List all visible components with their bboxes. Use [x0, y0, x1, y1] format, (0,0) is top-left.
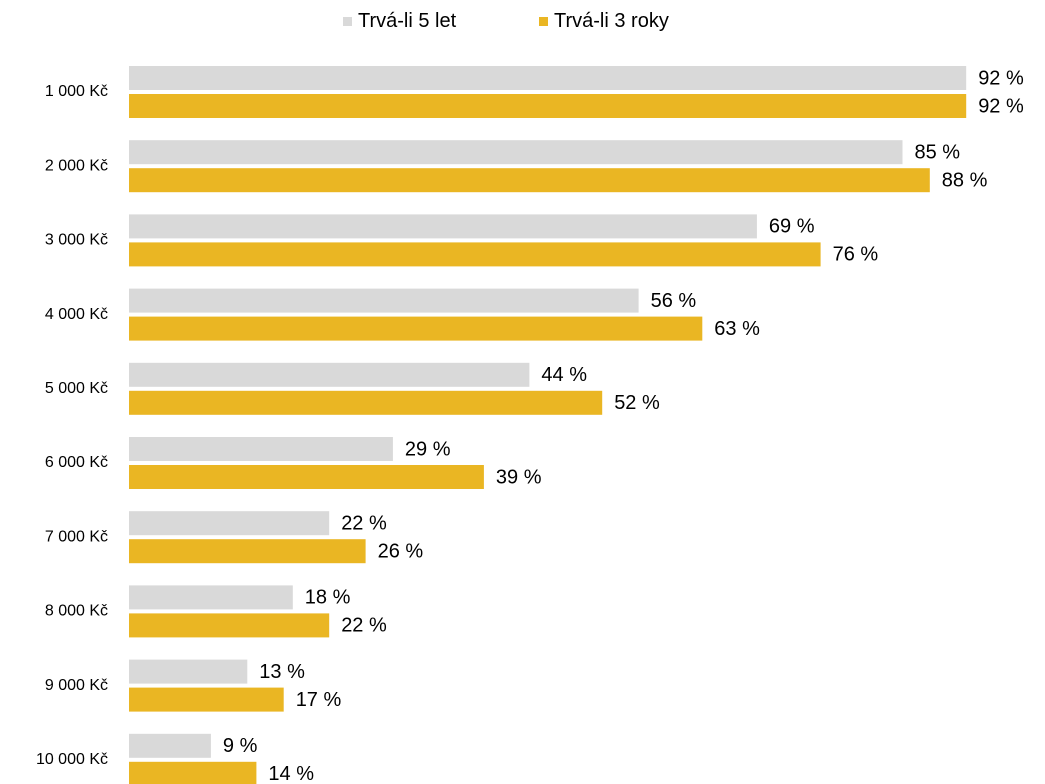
data-label: 26 %	[378, 540, 424, 562]
bar-5-years	[129, 585, 293, 610]
data-label: 63 %	[714, 318, 760, 340]
category-label: 7 000 Kč	[45, 528, 108, 545]
data-label: 76 %	[833, 244, 879, 266]
data-label: 29 %	[405, 438, 451, 460]
data-label: 69 %	[769, 216, 815, 238]
data-label: 22 %	[341, 615, 387, 637]
data-label: 85 %	[915, 141, 961, 163]
data-label: 92 %	[978, 95, 1024, 117]
category-label: 9 000 Kč	[45, 677, 108, 694]
category-label: 8 000 Kč	[45, 603, 108, 620]
legend-item-3-years: Trvá-li 3 roky	[539, 10, 669, 33]
bar-3-years	[129, 761, 257, 784]
category-label: 4 000 Kč	[45, 306, 108, 323]
category-label: 6 000 Kč	[45, 454, 108, 471]
chart-legend: Trvá-li 5 let Trvá-li 3 roky	[0, 10, 1045, 36]
legend-label-3-years: Trvá-li 3 roky	[554, 10, 669, 32]
data-label: 17 %	[296, 689, 342, 711]
bar-5-years	[129, 288, 639, 313]
bar-3-years	[129, 539, 366, 564]
category-label: 10 000 Kč	[36, 751, 108, 768]
data-label: 39 %	[496, 466, 542, 488]
category-label: 1 000 Kč	[45, 83, 108, 100]
data-label: 44 %	[541, 364, 587, 386]
category-label: 2 000 Kč	[45, 157, 108, 174]
bar-5-years	[129, 511, 330, 536]
bar-3-years	[129, 94, 967, 118]
data-label: 9 %	[223, 735, 258, 757]
data-label: 18 %	[305, 587, 351, 609]
data-label: 52 %	[614, 392, 660, 414]
legend-item-5-years: Trvá-li 5 let	[343, 10, 456, 33]
legend-swatch-5-years	[343, 17, 352, 26]
data-label: 88 %	[942, 169, 988, 191]
data-label: 92 %	[978, 67, 1024, 89]
bar-3-years	[129, 687, 284, 712]
legend-label-5-years: Trvá-li 5 let	[358, 10, 457, 32]
bar-3-years	[129, 465, 484, 489]
data-label: 14 %	[268, 763, 314, 784]
data-label: 22 %	[341, 512, 387, 534]
data-label: 13 %	[259, 661, 305, 683]
bar-3-years	[129, 168, 930, 193]
bar-5-years	[129, 214, 757, 239]
bar-3-years	[129, 390, 603, 415]
bar-5-years	[129, 659, 248, 684]
bar-3-years	[129, 316, 703, 341]
bar-3-years	[129, 242, 821, 267]
bar-5-years	[129, 733, 211, 758]
category-label: 3 000 Kč	[45, 232, 108, 249]
bar-5-years	[129, 66, 967, 90]
bar-5-years	[129, 437, 393, 461]
legend-swatch-3-years	[539, 17, 548, 26]
bar-5-years	[129, 362, 530, 387]
category-label: 5 000 Kč	[45, 380, 108, 397]
bar-3-years	[129, 613, 330, 638]
bar-5-years	[129, 140, 903, 165]
data-label: 56 %	[651, 290, 697, 312]
